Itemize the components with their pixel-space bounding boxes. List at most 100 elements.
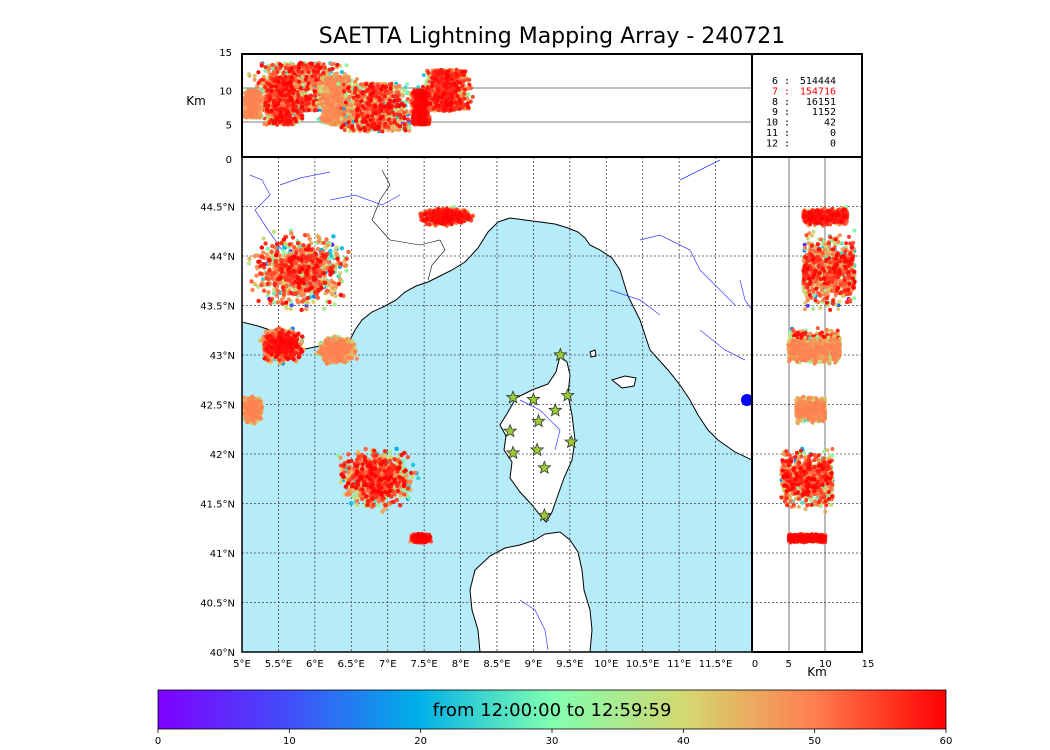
lightning-source [275, 300, 281, 305]
lightning-source [430, 216, 435, 221]
lightning-source [315, 279, 321, 284]
lightning-sources [242, 204, 475, 545]
lightning-source [269, 358, 274, 364]
lightning-source [254, 264, 260, 270]
lightning-source [296, 281, 302, 286]
lightning-source [312, 276, 317, 282]
lightning-source [343, 263, 349, 268]
lightning-source [354, 502, 360, 508]
lightning-source [279, 337, 284, 342]
lightning-source [265, 246, 270, 251]
lightning-source [299, 266, 304, 272]
lightning-source [465, 215, 470, 221]
plan-view-map [242, 157, 752, 652]
lightning-source [299, 249, 304, 254]
lightning-source [259, 405, 264, 410]
lightning-source [342, 359, 347, 365]
lightning-source [266, 257, 272, 263]
lightning-source [269, 249, 274, 255]
lightning-source [351, 342, 357, 347]
lightning-source [309, 290, 314, 296]
lightning-source [339, 344, 344, 349]
lightning-source [326, 282, 332, 287]
lightning-source [274, 253, 279, 258]
lightning-source [278, 257, 284, 263]
lightning-source [294, 250, 299, 256]
lightning-source [250, 287, 255, 293]
lightning-source [262, 356, 267, 361]
lightning-source [266, 290, 271, 295]
lightning-source [324, 356, 330, 361]
sardinia-island [469, 531, 593, 652]
lightning-source [324, 361, 330, 366]
lightning-source [281, 292, 287, 297]
lightning-source [315, 295, 320, 300]
lightning-source [305, 295, 310, 301]
lightning-source [277, 330, 282, 336]
lightning-source [274, 293, 279, 298]
lightning-source [333, 342, 339, 347]
lightning-source [330, 292, 335, 297]
lightning-source [313, 269, 318, 274]
lightning-source [307, 236, 312, 242]
lightning-source [280, 301, 285, 306]
lightning-source [319, 345, 324, 351]
lightning-source [394, 446, 399, 451]
lightning-source [299, 307, 304, 313]
lightning-source [287, 242, 293, 247]
lightning-source [295, 241, 301, 246]
lightning-source [265, 271, 270, 276]
lightning-source [282, 263, 288, 268]
lightning-source [288, 251, 293, 256]
lightning-source [285, 356, 290, 362]
lightning-source [335, 256, 340, 261]
lightning-source [277, 253, 282, 258]
lightning-source [313, 251, 318, 256]
lightning-source [295, 276, 301, 281]
lightning-source [306, 243, 311, 249]
lightning-source [303, 247, 309, 252]
lightning-source [305, 300, 310, 305]
lightning-source [311, 294, 316, 299]
lightning-source [275, 249, 280, 254]
lightning-source [271, 271, 277, 276]
lightning-source [322, 306, 327, 311]
lightning-source [292, 254, 297, 260]
lightning-source [310, 259, 315, 264]
lightning-source [306, 264, 312, 270]
lightning-source [304, 306, 309, 312]
lightning-source [457, 211, 463, 216]
lightning-source [349, 355, 354, 361]
lightning-source [425, 217, 430, 222]
lightning-source [259, 245, 264, 250]
lightning-source [301, 292, 306, 297]
lightning-source [249, 401, 254, 406]
lightning-source [330, 346, 336, 351]
chart-title: SAETTA Lightning Mapping Array - 240721 [318, 24, 786, 49]
lightning-source [260, 254, 265, 260]
lightning-source [279, 261, 284, 267]
lightning-source [300, 253, 305, 259]
lightning-source [387, 450, 393, 455]
lightning-source [256, 259, 261, 264]
lightning-source [334, 245, 339, 250]
lightning-source [337, 339, 343, 344]
lightning-source [318, 282, 323, 287]
lightning-source [410, 462, 416, 468]
lightning-source [279, 266, 285, 272]
lightning-source [327, 256, 332, 261]
lightning-source [283, 277, 289, 282]
lightning-source [436, 211, 441, 217]
lightning-source [289, 263, 294, 268]
lightning-source [300, 299, 305, 304]
lightning-source [279, 241, 284, 246]
elba-island [610, 375, 637, 389]
lightning-source [264, 346, 269, 352]
lightning-source [347, 343, 353, 349]
lightning-source [283, 271, 288, 276]
lightning-source [258, 271, 263, 276]
lightning-source [277, 357, 282, 363]
lightning-source [291, 352, 297, 358]
lightning-source [318, 259, 323, 264]
